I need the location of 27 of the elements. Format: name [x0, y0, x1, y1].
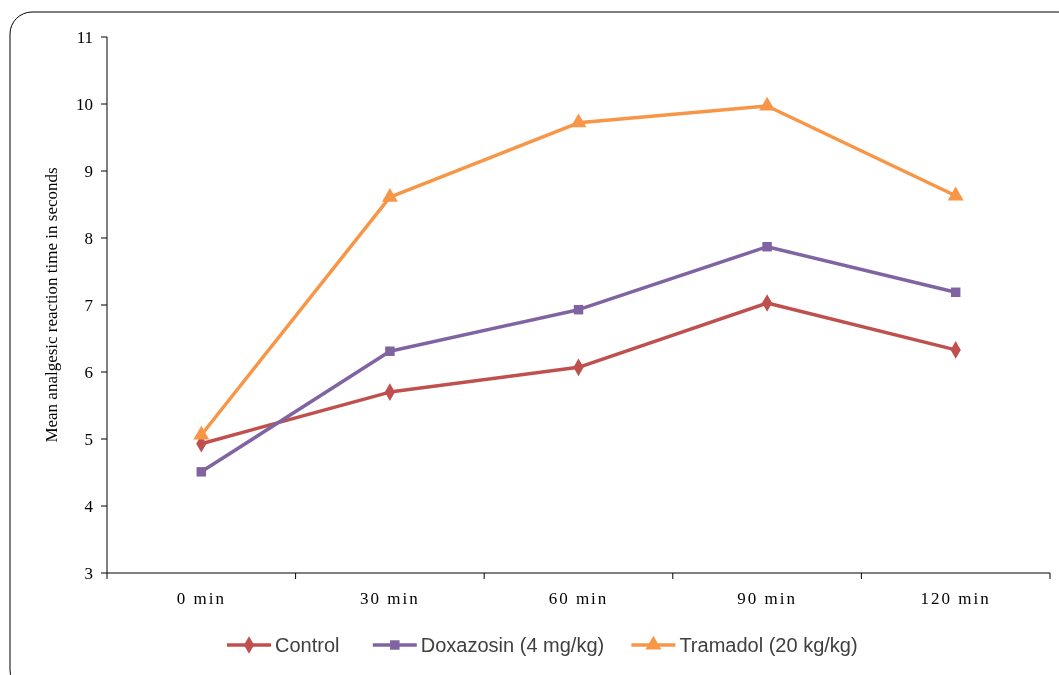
x-tick-label: 120 min — [920, 589, 991, 608]
y-tick-label: 3 — [84, 563, 93, 583]
point — [570, 113, 587, 128]
y-tick-label: 5 — [84, 429, 93, 449]
point — [759, 96, 776, 111]
point — [573, 304, 584, 315]
y-tick-label: 4 — [84, 496, 94, 516]
y-tick-label: 9 — [84, 161, 93, 181]
x-tick-label: 0 min — [176, 589, 226, 608]
point — [381, 187, 398, 202]
y-tick-label: 11 — [76, 27, 93, 47]
x-tick-label: 60 min — [548, 589, 609, 608]
y-tick-label: 7 — [84, 295, 94, 315]
y-tick-label: 8 — [84, 228, 93, 248]
y-tick-label: 10 — [76, 94, 93, 114]
y-tick-label: 6 — [84, 362, 93, 382]
point — [196, 467, 207, 477]
point — [950, 287, 961, 298]
legend-label: Control — [275, 634, 340, 656]
point — [385, 346, 395, 356]
legend-label: Doxazosin (4 mg/kg) — [420, 634, 605, 656]
point — [762, 241, 772, 252]
x-tick-label: 90 min — [737, 589, 797, 608]
x-tick-label: 30 min — [360, 589, 420, 608]
point — [947, 186, 964, 201]
legend-label: Tramadol (20 kg/kg) — [679, 634, 858, 656]
y-axis-title: Mean analgesic reaction time in seconds — [42, 167, 61, 443]
